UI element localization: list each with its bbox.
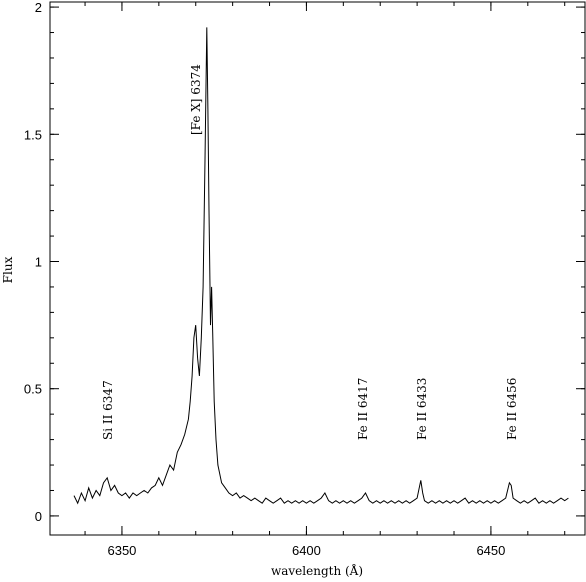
spectrum-line (73, 27, 569, 505)
plot-frame (49, 1, 586, 536)
x-tick-label: 6350 (107, 543, 136, 558)
line-annotation: Fe II 6417 (356, 378, 370, 440)
line-annotation: Si II 6347 (101, 380, 115, 440)
x-tick-label: 6400 (292, 543, 321, 558)
y-tick-label: 1.5 (24, 127, 42, 142)
y-axis-label: Flux (1, 256, 15, 283)
y-tick-label: 1 (35, 255, 42, 270)
line-annotation: Fe II 6456 (505, 378, 519, 440)
y-tick-label: 2 (35, 0, 42, 15)
x-tick-label: 6450 (476, 543, 505, 558)
y-tick-label: 0 (35, 509, 42, 524)
line-annotation: [Fe X] 6374 (189, 64, 203, 135)
line-annotation: Fe II 6433 (415, 378, 429, 440)
y-tick-label: 0.5 (24, 382, 42, 397)
x-axis-label: wavelength (Å) (271, 563, 363, 578)
